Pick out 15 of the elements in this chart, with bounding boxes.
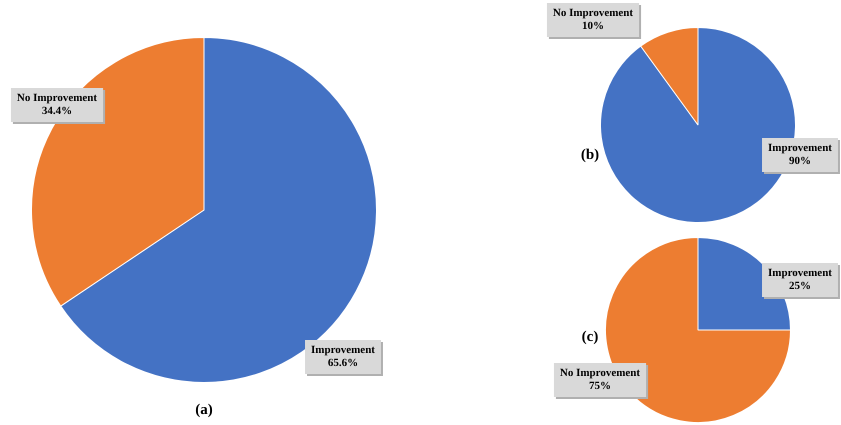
slice-label: No Improvement [552, 6, 634, 19]
text: (a) [194, 401, 214, 420]
text: (c) [580, 328, 600, 347]
data-label: 90% [789, 154, 811, 167]
slice-label: No Improvement [560, 366, 640, 379]
data-label: 25% [789, 280, 811, 292]
slice-label: Improvement [311, 344, 376, 356]
data-label: 75% [589, 380, 611, 392]
data-label: 10% [582, 20, 604, 32]
data-label: 65.6% [328, 356, 358, 369]
slice-label: Improvement [768, 142, 832, 154]
slice-label: Improvement [768, 266, 832, 279]
text: (b) [580, 146, 600, 165]
data-label: 34.4% [42, 104, 72, 117]
slice-label: No Improvement [16, 92, 98, 104]
